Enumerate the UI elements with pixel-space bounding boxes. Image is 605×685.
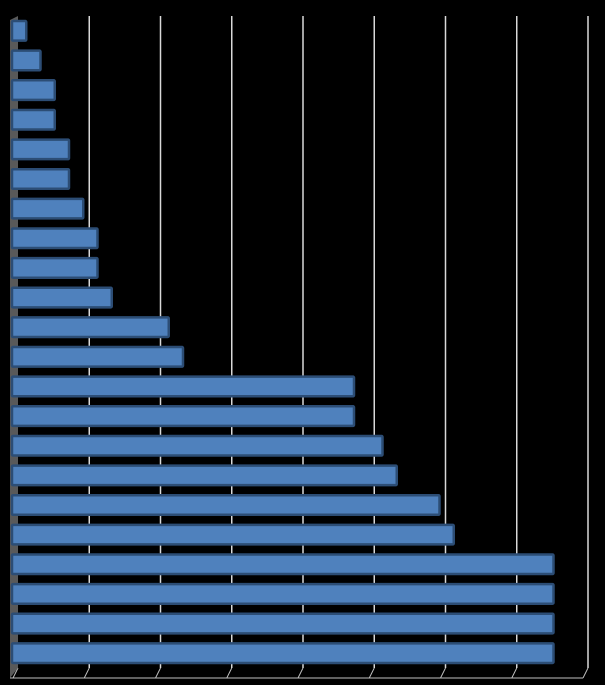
bar — [10, 612, 555, 635]
bar — [10, 256, 99, 279]
bar — [10, 197, 85, 220]
x-tick — [155, 667, 161, 679]
x-tick — [368, 667, 375, 679]
bar — [10, 553, 555, 576]
bar — [10, 138, 71, 161]
bar — [10, 375, 356, 398]
bar — [10, 19, 28, 42]
bar — [10, 79, 56, 102]
bar — [10, 227, 99, 250]
x-tick — [226, 667, 233, 679]
bar — [10, 523, 455, 546]
bar — [10, 316, 170, 339]
x-tick — [297, 667, 304, 679]
x-tick — [12, 667, 19, 679]
x-tick — [511, 667, 518, 679]
bar — [10, 167, 71, 191]
bar — [10, 464, 398, 487]
x-tick — [582, 667, 589, 679]
bar — [10, 493, 441, 517]
bar — [10, 286, 113, 309]
bar — [10, 642, 555, 665]
bar — [10, 108, 56, 131]
bar — [10, 582, 555, 605]
bar — [10, 434, 384, 457]
x-tick — [83, 667, 90, 679]
x-tick — [440, 667, 446, 679]
bar — [10, 405, 356, 428]
bar — [10, 345, 185, 368]
bar — [10, 49, 42, 72]
